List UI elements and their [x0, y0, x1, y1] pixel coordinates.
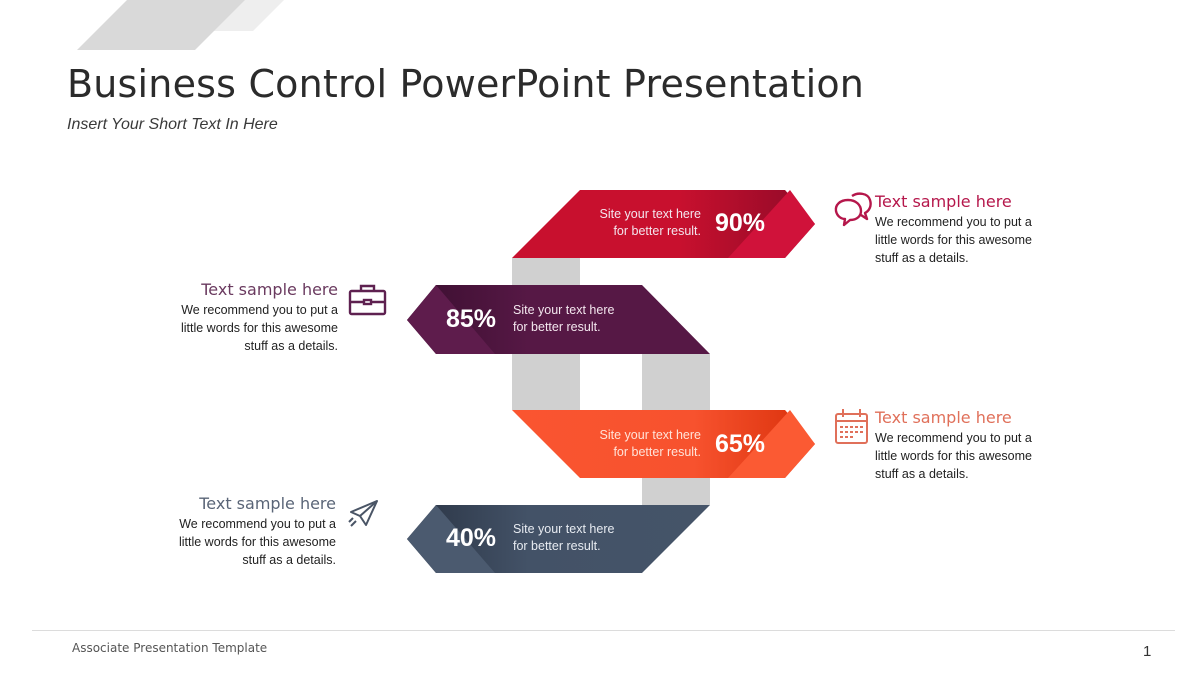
item-chat-desc-line2: little words for this awesome — [875, 233, 1033, 247]
item-calendar-title: Text sample here — [875, 408, 1012, 427]
banner-40-text: Site your text here for better result. — [513, 521, 614, 555]
banner-85-text-line2: for better result. — [513, 320, 601, 334]
chat-bubbles-icon — [834, 192, 872, 227]
slide-title: Business Control PowerPoint Presentation — [67, 62, 865, 106]
banner-85 — [407, 285, 710, 354]
banner-90-percent: 90% — [715, 209, 766, 237]
item-calendar: Text sample here We recommend you to put… — [875, 408, 1032, 483]
item-briefcase-title: Text sample here — [201, 280, 338, 299]
banner-85-text-line1: Site your text here — [513, 303, 615, 317]
item-calendar-desc: We recommend you to put a little words f… — [875, 429, 1032, 483]
item-plane-desc-line1: We recommend you to put a — [179, 517, 336, 531]
banner-90-text: Site your text here for better result. — [560, 206, 701, 240]
banner-65-text: Site your text here for better result. — [560, 427, 701, 461]
item-calendar-desc-line2: little words for this awesome — [875, 449, 1033, 463]
header-decoration — [77, 0, 284, 50]
item-calendar-desc-line1: We recommend you to put a — [875, 431, 1032, 445]
banner-65-percent: 65% — [715, 430, 766, 458]
banner-65-text-line2: for better result. — [613, 445, 701, 459]
decor-shape-dark — [77, 0, 245, 50]
banner-85-text: Site your text here for better result. — [513, 302, 614, 336]
footer-label: Associate Presentation Template — [72, 641, 268, 655]
briefcase-icon — [348, 284, 387, 316]
item-chat: Text sample here We recommend you to put… — [875, 192, 1032, 267]
item-briefcase-desc: We recommend you to put a little words f… — [136, 301, 338, 355]
item-chat-desc: We recommend you to put a little words f… — [875, 213, 1032, 267]
banner-65-text-line1: Site your text here — [599, 428, 701, 442]
item-plane-title: Text sample here — [199, 494, 336, 513]
item-plane-desc: We recommend you to put a little words f… — [134, 515, 336, 569]
banner-90-text-line1: Site your text here — [599, 207, 701, 221]
item-plane-desc-line3: stuff as a details. — [242, 553, 336, 567]
item-calendar-desc-line3: stuff as a details. — [875, 467, 969, 481]
banner-40-text-line2: for better result. — [513, 539, 601, 553]
banner-90 — [512, 190, 815, 258]
item-chat-desc-line3: stuff as a details. — [875, 251, 969, 265]
paper-plane-icon — [348, 500, 378, 527]
footer-divider — [32, 630, 1175, 631]
item-briefcase: Text sample here We recommend you to put… — [136, 280, 338, 355]
banner-40-percent: 40% — [446, 524, 497, 552]
slide-subtitle: Insert Your Short Text In Here — [67, 116, 278, 133]
banner-65 — [512, 410, 815, 478]
calendar-icon — [835, 409, 868, 444]
page-number: 1 — [1143, 643, 1152, 660]
item-briefcase-desc-line3: stuff as a details. — [244, 339, 338, 353]
banner-85-percent: 85% — [446, 305, 497, 333]
item-briefcase-desc-line1: We recommend you to put a — [181, 303, 338, 317]
item-briefcase-desc-line2: little words for this awesome — [180, 321, 338, 335]
item-chat-desc-line1: We recommend you to put a — [875, 215, 1032, 229]
item-plane: Text sample here We recommend you to put… — [134, 494, 336, 569]
item-chat-title: Text sample here — [875, 192, 1012, 211]
banner-90-text-line2: for better result. — [613, 224, 701, 238]
item-plane-desc-line2: little words for this awesome — [178, 535, 336, 549]
banner-40-text-line1: Site your text here — [513, 522, 615, 536]
banner-40 — [407, 505, 710, 573]
